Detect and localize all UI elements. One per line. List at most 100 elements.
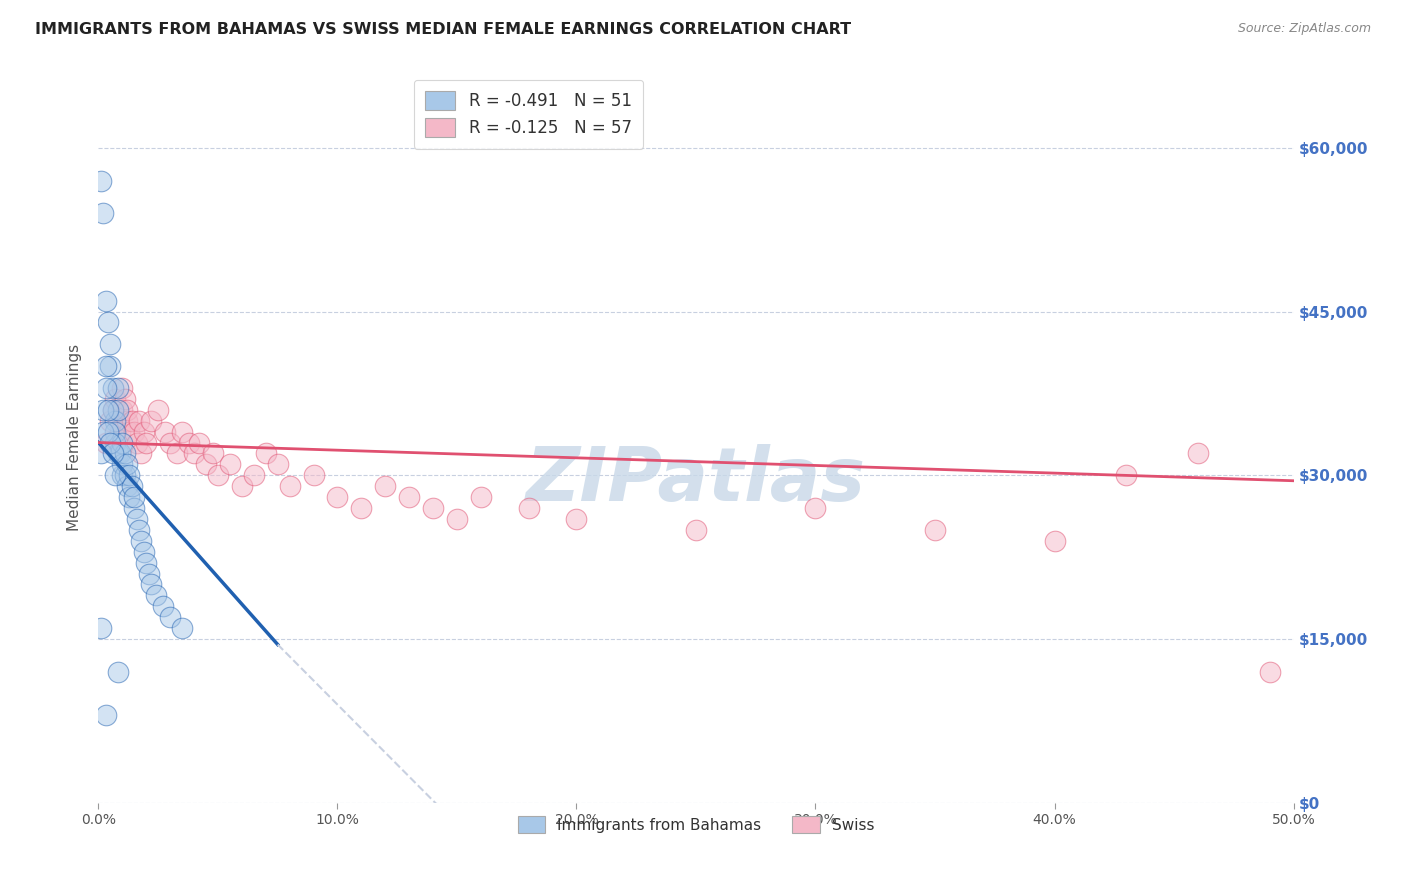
Text: IMMIGRANTS FROM BAHAMAS VS SWISS MEDIAN FEMALE EARNINGS CORRELATION CHART: IMMIGRANTS FROM BAHAMAS VS SWISS MEDIAN … [35,22,851,37]
Point [97,425,120,439]
Point [125,435,148,450]
Text: ZIPatlas: ZIPatlas [526,444,866,517]
Point [565,512,588,526]
Point [107,381,129,395]
Point [125,512,148,526]
Y-axis label: Median Female Earnings: Median Female Earnings [67,343,83,531]
Point [267,458,290,472]
Point [202,446,225,460]
Point [128,523,150,537]
Point [254,446,277,460]
Point [155,425,177,439]
Point [138,566,160,581]
Point [101,402,124,417]
Point [183,446,205,460]
Point [107,402,129,417]
Point [219,458,242,472]
Point [924,523,946,537]
Point [111,458,134,472]
Point [398,490,420,504]
Point [804,501,827,516]
Point [111,381,134,395]
Point [124,490,146,504]
Point [90,446,112,460]
Point [94,435,117,450]
Point [104,414,127,428]
Point [101,446,124,460]
Point [107,665,129,679]
Point [108,446,131,460]
Point [115,479,138,493]
Point [1115,468,1137,483]
Point [114,392,136,406]
Point [152,599,174,614]
Point [135,435,157,450]
Point [91,425,114,439]
Point [97,315,120,329]
Point [104,425,127,439]
Point [91,402,114,417]
Point [302,468,325,483]
Point [104,468,127,483]
Point [90,173,112,187]
Point [135,556,157,570]
Point [121,479,143,493]
Point [422,501,444,516]
Point [98,359,122,373]
Point [195,458,218,472]
Point [131,446,153,460]
Point [94,381,117,395]
Point [115,402,138,417]
Point [121,414,143,428]
Point [1187,446,1209,460]
Point [278,479,301,493]
Point [179,435,201,450]
Point [326,490,349,504]
Point [101,381,124,395]
Point [124,501,146,516]
Point [517,501,540,516]
Text: Source: ZipAtlas.com: Source: ZipAtlas.com [1237,22,1371,36]
Point [1043,533,1066,548]
Point [446,512,468,526]
Point [132,545,155,559]
Point [159,610,181,624]
Point [114,468,136,483]
Point [207,468,229,483]
Point [139,577,162,591]
Point [101,402,124,417]
Point [470,490,492,504]
Point [111,468,134,483]
Legend: Immigrants from Bahamas, Swiss: Immigrants from Bahamas, Swiss [512,810,880,839]
Point [172,425,194,439]
Point [132,425,155,439]
Point [118,425,141,439]
Point [243,468,266,483]
Point [350,501,373,516]
Point [1258,665,1281,679]
Point [94,708,117,723]
Point [148,402,170,417]
Point [107,414,129,428]
Point [118,468,141,483]
Point [98,414,122,428]
Point [114,446,136,460]
Point [107,446,129,460]
Point [231,479,253,493]
Point [104,392,127,406]
Point [166,446,188,460]
Point [145,588,167,602]
Point [104,435,127,450]
Point [374,479,396,493]
Point [98,337,122,351]
Point [115,414,138,428]
Point [159,435,181,450]
Point [115,458,138,472]
Point [108,425,131,439]
Point [131,533,153,548]
Point [118,490,141,504]
Point [94,359,117,373]
Point [94,293,117,308]
Point [172,621,194,635]
Point [98,435,122,450]
